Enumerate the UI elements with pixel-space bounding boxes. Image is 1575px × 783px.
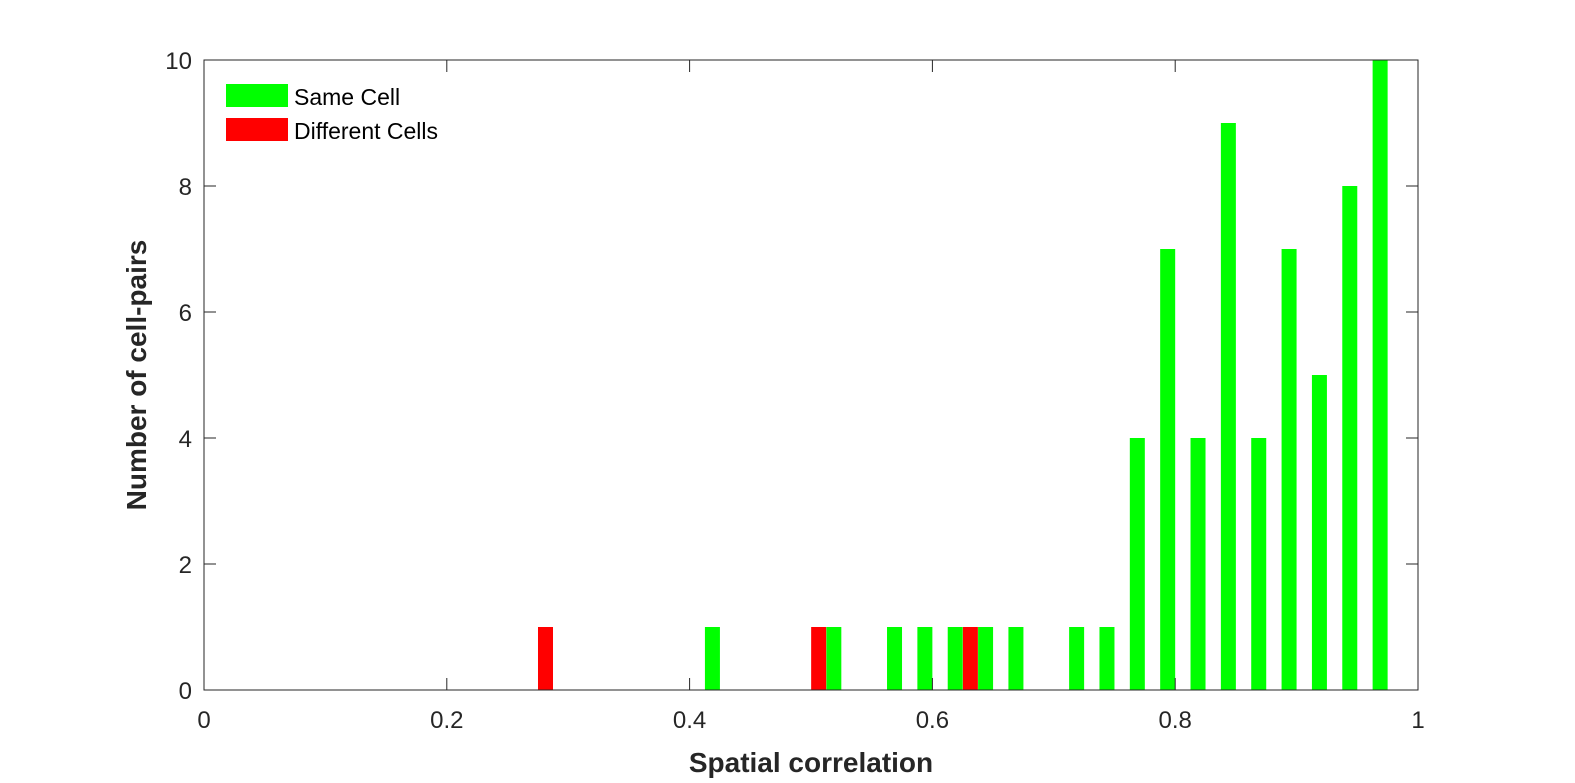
- bar-same-cell-12: [1220, 123, 1236, 690]
- bar-same-cell-10: [1160, 249, 1176, 690]
- bar-same-cell-4: [947, 627, 963, 690]
- y-axis-title: Number of cell-pairs: [121, 240, 152, 511]
- x-tick-label-5: 1: [1411, 707, 1424, 734]
- x-tick-label-0: 0: [197, 707, 210, 734]
- y-tick-label-1: 2: [179, 552, 192, 579]
- legend-label-different-cells: Different Cells: [294, 118, 438, 144]
- bar-different-cells-1: [811, 627, 827, 690]
- bar-same-cell-17: [1372, 60, 1388, 690]
- bar-same-cell-0: [704, 627, 720, 690]
- y-tick-label-2: 4: [179, 426, 192, 453]
- legend-swatch-different-cells: [226, 118, 288, 141]
- y-tick-label-4: 8: [179, 174, 192, 201]
- bar-same-cell-13: [1251, 438, 1267, 690]
- y-tick-label-5: 10: [165, 48, 192, 75]
- x-tick-label-4: 0.8: [1159, 707, 1192, 734]
- x-tick-label-3: 0.6: [916, 707, 949, 734]
- bar-different-cells-0: [537, 627, 553, 690]
- bar-different-cells-2: [962, 627, 978, 690]
- plot-area-box: [203, 59, 1419, 691]
- bar-same-cell-5: [978, 627, 994, 690]
- x-tick-label-2: 0.4: [673, 707, 706, 734]
- bar-same-cell-7: [1069, 627, 1085, 690]
- bar-same-cell-3: [917, 627, 933, 690]
- bar-same-cell-6: [1008, 627, 1024, 690]
- y-tick-label-3: 6: [179, 300, 192, 327]
- legend-label-same-cell: Same Cell: [294, 84, 400, 110]
- bar-same-cell-9: [1129, 438, 1145, 690]
- ticks-layer: [203, 59, 1419, 691]
- bar-same-cell-1: [826, 627, 842, 690]
- bar-same-cell-11: [1190, 438, 1206, 690]
- x-axis-title: Spatial correlation: [689, 747, 933, 778]
- legend: Same Cell Different Cells: [226, 84, 438, 144]
- y-tick-label-0: 0: [179, 678, 192, 705]
- bars-layer: [537, 60, 1388, 690]
- x-tick-label-1: 0.2: [430, 707, 463, 734]
- bar-same-cell-15: [1311, 375, 1327, 690]
- bar-same-cell-16: [1342, 186, 1358, 690]
- bar-same-cell-8: [1099, 627, 1115, 690]
- bar-same-cell-14: [1281, 249, 1297, 690]
- bar-same-cell-2: [887, 627, 903, 690]
- legend-swatch-same-cell: [226, 84, 288, 107]
